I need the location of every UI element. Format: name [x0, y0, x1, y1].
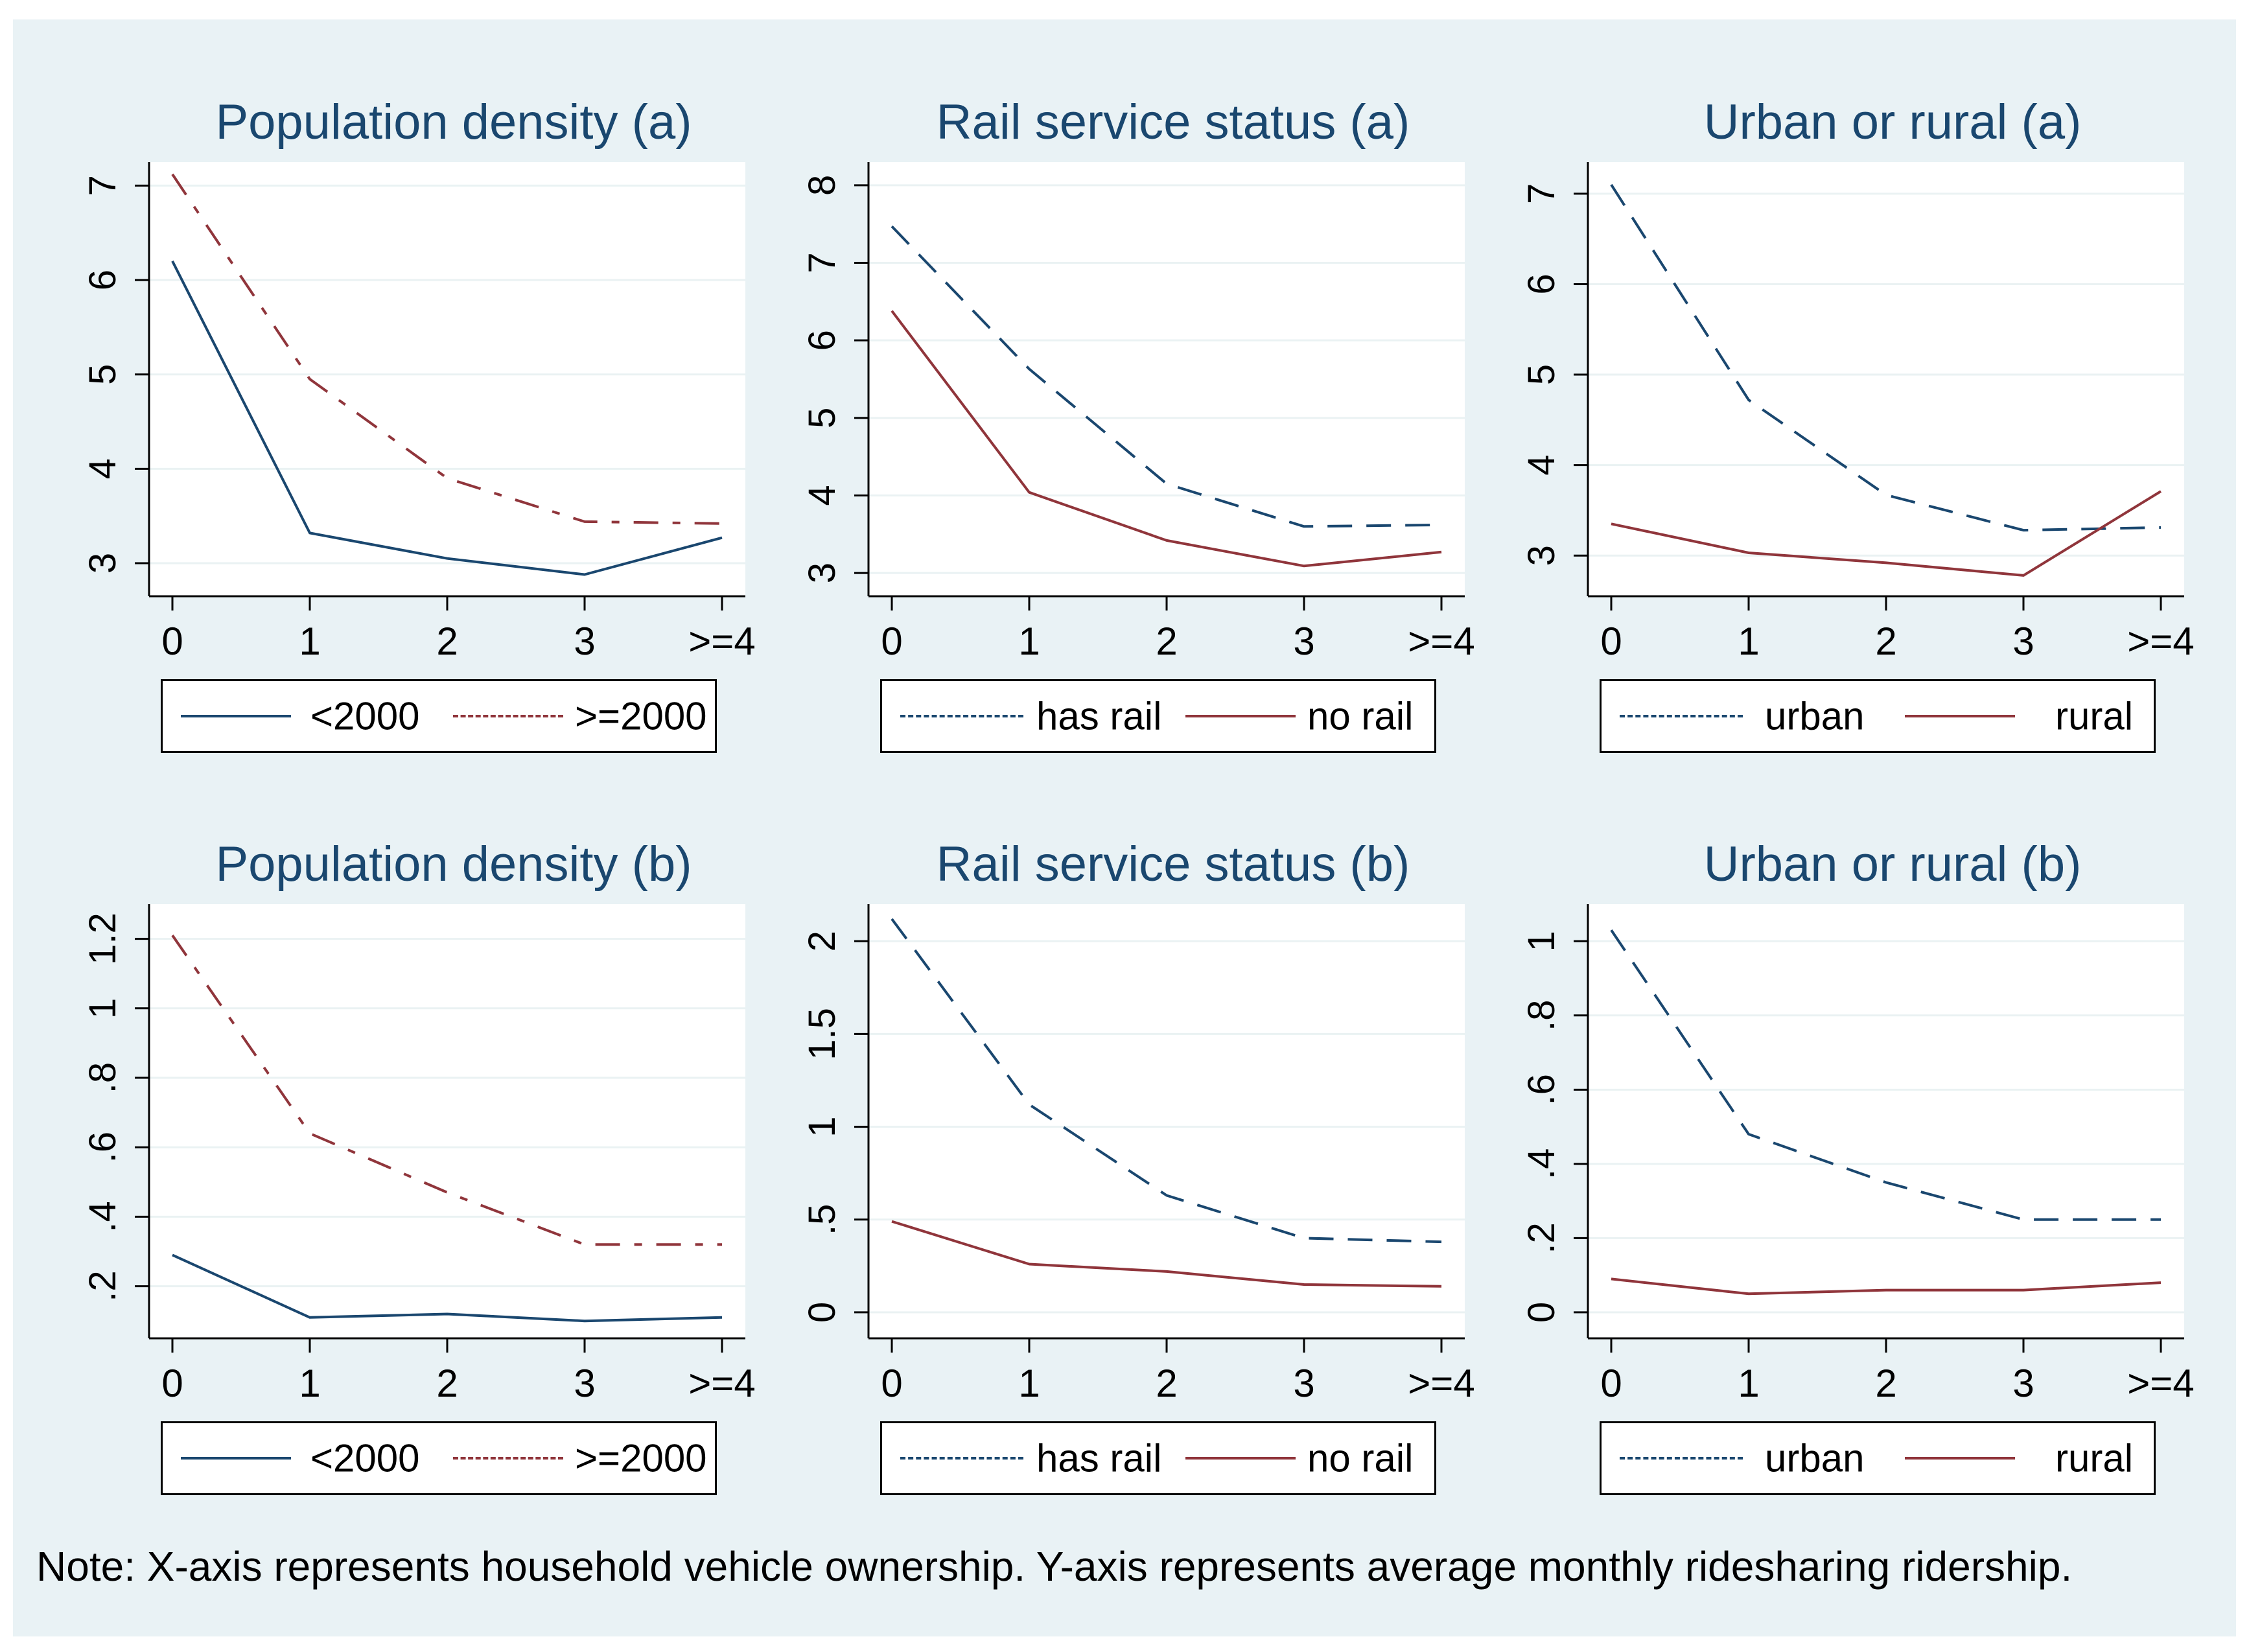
line-chart	[149, 173, 745, 576]
legend-label-2: >=2000	[575, 694, 707, 738]
series-line-2	[891, 1220, 1442, 1288]
panel-population-density-b: Population density (b) <2000 >=2000	[13, 762, 752, 1507]
plot-area	[1588, 162, 2184, 596]
legend-label-2: no rail	[1307, 694, 1414, 738]
series-line-2	[171, 935, 722, 1246]
legend-swatch-1	[1620, 715, 1743, 717]
legend-label-1: has rail	[1036, 1436, 1162, 1480]
legend-label-2: rural	[2055, 1436, 2134, 1480]
panel-title: Population density (a)	[215, 95, 692, 150]
line-chart	[868, 918, 1465, 1314]
legend-label-2: rural	[2055, 694, 2134, 738]
legend: <2000 >=2000	[161, 1421, 717, 1495]
legend-swatch-2	[1185, 715, 1296, 717]
plot-area	[149, 904, 745, 1338]
legend-label-1: has rail	[1036, 694, 1162, 738]
legend-swatch-1	[181, 1457, 291, 1460]
legend-swatch-1	[900, 715, 1023, 717]
panel-rail-service-status-a: Rail service status (a) has rail no rail	[732, 19, 1471, 765]
legend-label-1: urban	[1765, 694, 1865, 738]
series-line-1	[172, 1253, 723, 1323]
panel-urban-or-rural-a: Urban or rural (a) urban rural	[1452, 19, 2230, 765]
line-chart	[149, 935, 745, 1323]
legend-swatch-1	[900, 1457, 1023, 1460]
series-line-1	[1610, 929, 2161, 1221]
legend-swatch-1	[1620, 1457, 1743, 1460]
series-line-2	[1611, 1277, 2162, 1296]
legend: has rail no rail	[880, 1421, 1436, 1495]
series-line-2	[891, 310, 1442, 568]
plot-area	[1588, 904, 2184, 1338]
panel-rail-service-status-b: Rail service status (b) has rail no rail	[732, 762, 1471, 1507]
figure-note: Note: X-axis represents household vehicl…	[36, 1543, 2073, 1590]
legend: has rail no rail	[880, 679, 1436, 753]
legend: <2000 >=2000	[161, 679, 717, 753]
panel-title: Urban or rural (b)	[1703, 837, 2082, 892]
series-line-2	[1611, 490, 2162, 577]
series-line-1	[891, 918, 1442, 1244]
legend-swatch-2	[1905, 715, 2015, 717]
line-chart	[1588, 183, 2184, 577]
series-line-2	[171, 173, 723, 525]
panel-title: Rail service status (b)	[936, 837, 1410, 892]
series-line-1	[1610, 183, 2162, 532]
plot-area	[868, 904, 1465, 1338]
legend: urban rural	[1600, 679, 2156, 753]
series-line-1	[171, 260, 723, 576]
plot-area	[868, 162, 1465, 596]
series-line-1	[891, 225, 1442, 528]
legend-swatch-2	[1185, 1457, 1296, 1460]
legend-swatch-2	[1905, 1457, 2015, 1460]
plot-area	[149, 162, 745, 596]
line-chart	[1588, 929, 2184, 1314]
panel-urban-or-rural-b: Urban or rural (b) urban rural	[1452, 762, 2230, 1507]
legend: urban rural	[1600, 1421, 2156, 1495]
line-chart	[868, 184, 1465, 574]
legend-swatch-2	[453, 715, 563, 717]
legend-label-1: urban	[1765, 1436, 1865, 1480]
legend-label-2: no rail	[1307, 1436, 1414, 1480]
legend-swatch-1	[181, 715, 291, 717]
legend-label-2: >=2000	[575, 1436, 707, 1480]
legend-swatch-2	[453, 1457, 563, 1460]
legend-label-1: <2000	[310, 694, 420, 738]
figure-background: Population density (a) <2000 >=2000 Rail…	[13, 19, 2236, 1636]
legend-label-1: <2000	[310, 1436, 420, 1480]
panel-population-density-a: Population density (a) <2000 >=2000	[13, 19, 752, 765]
panel-title: Rail service status (a)	[936, 95, 1410, 150]
panel-title: Population density (b)	[215, 837, 692, 892]
panel-title: Urban or rural (a)	[1703, 95, 2082, 150]
